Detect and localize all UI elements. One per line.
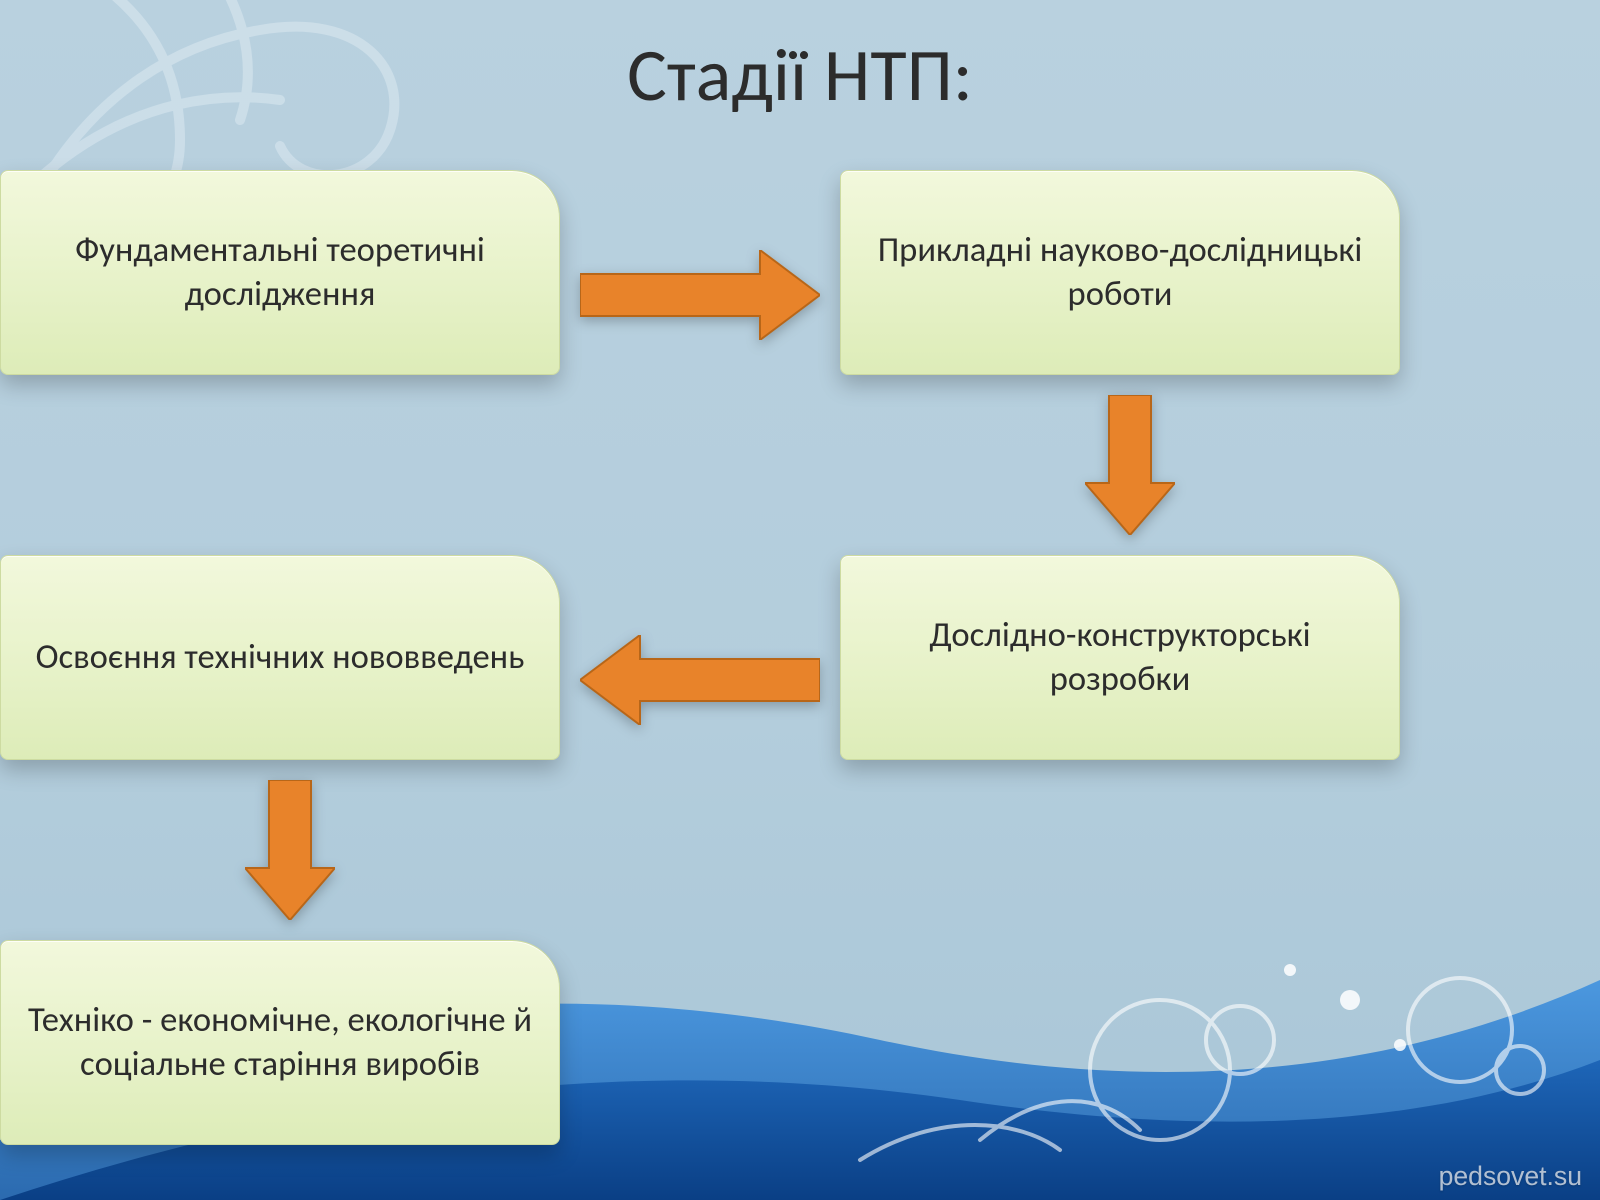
flow-arrow-down-icon xyxy=(1085,395,1175,535)
flow-node-label: Прикладні науково-дослідницькі роботи xyxy=(867,229,1373,315)
watermark-text: pedsovet.su xyxy=(1439,1161,1582,1192)
flow-node-label: Дослідно-конструкторські розробки xyxy=(867,614,1373,700)
flow-arrow-left-icon xyxy=(580,635,820,725)
slide: Стадії НТП: Фундаментальні теоретичні до… xyxy=(0,0,1600,1200)
flow-arrow-down-icon xyxy=(245,780,335,920)
flow-node-applied-research: Прикладні науково-дослідницькі роботи xyxy=(840,170,1400,375)
flow-node-technical-obsolescence: Техніко - економічне, екологічне й соціа… xyxy=(0,940,560,1145)
flow-arrow-right-icon xyxy=(580,250,820,340)
flow-node-fundamental-research: Фундаментальні теоретичні дослідження xyxy=(0,170,560,375)
flow-node-design-development: Дослідно-конструкторські розробки xyxy=(840,555,1400,760)
flow-node-label: Фундаментальні теоретичні дослідження xyxy=(27,229,533,315)
slide-title: Стадії НТП: xyxy=(0,30,1600,121)
flow-node-label: Освоєння технічних нововведень xyxy=(36,636,525,679)
flow-node-label: Техніко - економічне, екологічне й соціа… xyxy=(27,999,533,1085)
flow-node-tech-adoption: Освоєння технічних нововведень xyxy=(0,555,560,760)
